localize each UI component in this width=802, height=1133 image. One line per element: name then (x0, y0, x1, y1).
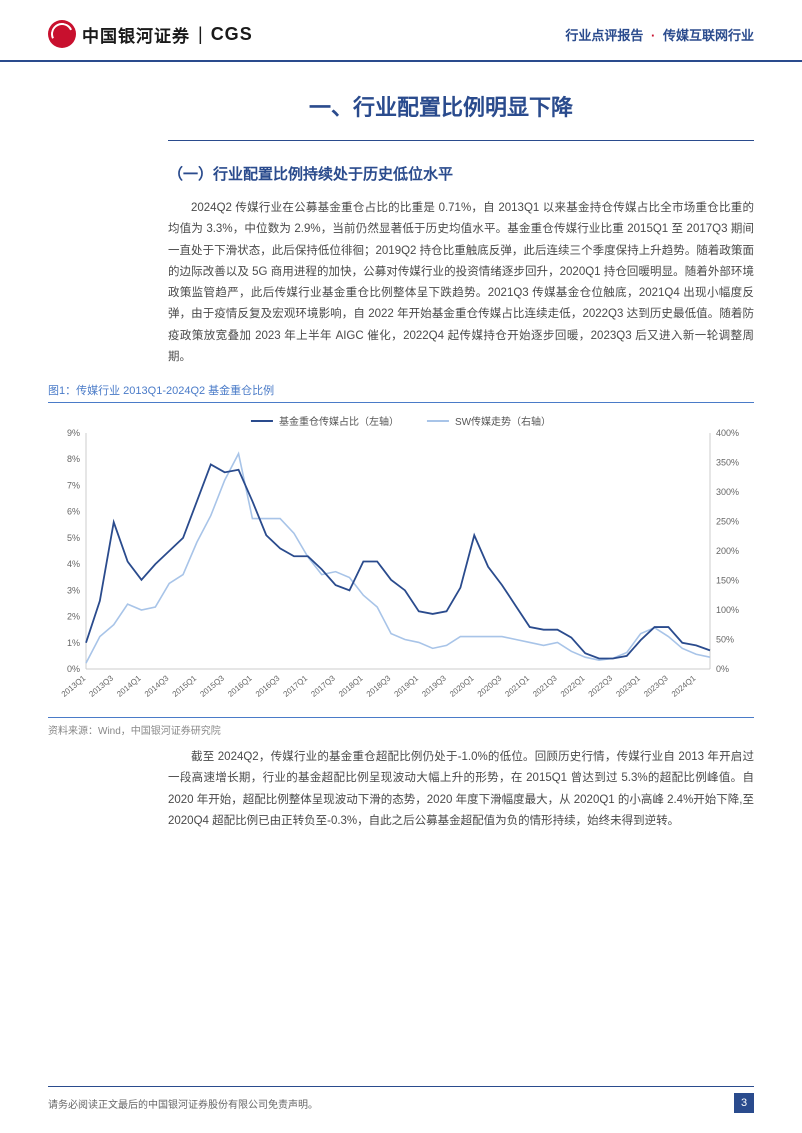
footer-disclaimer: 请务必阅读正文最后的中国银河证券股份有限公司免责声明。 (48, 1096, 318, 1111)
svg-text:1%: 1% (67, 638, 80, 648)
svg-text:0%: 0% (716, 664, 729, 674)
logo-text-en: CGS (211, 24, 253, 45)
chart-svg: 0% 1% 2% 3% 4% 5% 6% 7% 8% 9% 0% 50% 100% 150% 200% 250… (48, 407, 754, 717)
page-number: 3 (734, 1093, 754, 1113)
logo-text-cn: 中国银河证券 (82, 22, 190, 47)
paragraph-2: 截至 2024Q2，传媒行业的基金重仓超配比例仍处于-1.0%的低位。回顾历史行… (168, 747, 754, 832)
figure-source: 资料来源：Wind，中国银河证券研究院 (48, 717, 754, 737)
content-area: 一、行业配置比例明显下降 （一）行业配置比例持续处于历史低位水平 2024Q2 … (0, 62, 802, 832)
legend-label-1: 基金重仓传媒占比（左轴） (279, 413, 399, 428)
legend-swatch-1 (251, 420, 273, 422)
svg-text:100%: 100% (716, 605, 739, 615)
svg-text:7%: 7% (67, 481, 80, 491)
subsection-title: （一）行业配置比例持续处于历史低位水平 (168, 163, 754, 184)
header-breadcrumb: 行业点评报告 · 传媒互联网行业 (565, 25, 754, 44)
logo-divider: | (198, 24, 203, 45)
svg-text:50%: 50% (716, 635, 734, 645)
svg-text:0%: 0% (67, 664, 80, 674)
section-title: 一、行业配置比例明显下降 (168, 90, 714, 122)
svg-text:350%: 350% (716, 458, 739, 468)
logo-icon (48, 20, 76, 48)
svg-text:3%: 3% (67, 585, 80, 595)
svg-text:5%: 5% (67, 533, 80, 543)
svg-text:6%: 6% (67, 507, 80, 517)
svg-text:400%: 400% (716, 428, 739, 438)
legend-label-2: SW传媒走势（右轴） (455, 413, 551, 428)
svg-text:200%: 200% (716, 546, 739, 556)
svg-text:2%: 2% (67, 612, 80, 622)
svg-text:8%: 8% (67, 454, 80, 464)
page-header: 中国银河证券 | CGS 行业点评报告 · 传媒互联网行业 (0, 0, 802, 62)
header-category: 行业点评报告 (565, 28, 643, 43)
figure-caption: 图1：传媒行业 2013Q1-2024Q2 基金重仓比例 (48, 382, 754, 403)
header-industry: 传媒互联网行业 (663, 28, 754, 43)
svg-text:300%: 300% (716, 487, 739, 497)
logo-area: 中国银河证券 | CGS (48, 20, 253, 48)
page-footer: 请务必阅读正文最后的中国银河证券股份有限公司免责声明。 3 (48, 1086, 754, 1113)
title-rule (168, 140, 754, 141)
legend-swatch-2 (427, 420, 449, 422)
svg-text:9%: 9% (67, 428, 80, 438)
svg-text:150%: 150% (716, 576, 739, 586)
svg-text:250%: 250% (716, 517, 739, 527)
dot-separator-icon: · (651, 28, 655, 43)
paragraph-1: 2024Q2 传媒行业在公募基金重仓占比的比重是 0.71%，自 2013Q1 … (168, 198, 754, 368)
svg-text:4%: 4% (67, 559, 80, 569)
legend-item-2: SW传媒走势（右轴） (427, 413, 551, 428)
chart-legend: 基金重仓传媒占比（左轴） SW传媒走势（右轴） (251, 413, 551, 428)
legend-item-1: 基金重仓传媒占比（左轴） (251, 413, 399, 428)
chart-container: 基金重仓传媒占比（左轴） SW传媒走势（右轴） 0% 1% 2% 3% 4% 5% 6% 7%… (48, 407, 754, 717)
